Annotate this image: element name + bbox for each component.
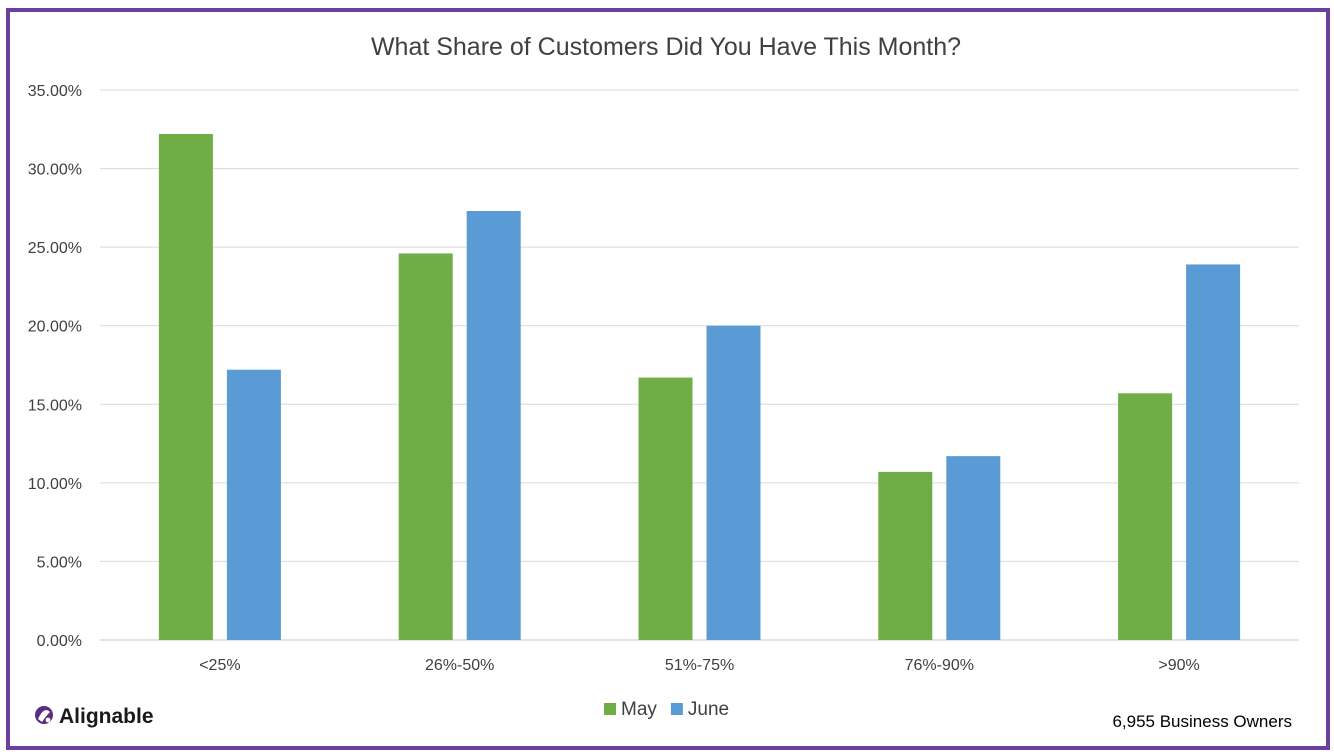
y-tick-label: 5.00%: [37, 554, 82, 571]
x-tick-label: 76%-90%: [905, 657, 974, 674]
bar-june: [946, 456, 1001, 640]
bar-may: [158, 134, 213, 640]
bar-june: [226, 369, 281, 640]
bar-may: [398, 253, 453, 640]
bar-june: [706, 325, 761, 640]
gridlines: [100, 89, 1299, 641]
x-tick-label: <25%: [199, 657, 240, 674]
chart-title: What Share of Customers Did You Have Thi…: [371, 33, 961, 61]
y-tick-label: 35.00%: [28, 83, 82, 100]
legend-swatch: [604, 703, 616, 715]
y-axis-ticks: 0.00% 5.00% 10.00% 15.00% 20.00% 25.00% 30.00%…: [28, 83, 82, 650]
legend: May June: [604, 699, 729, 720]
alignable-logo: Alignable: [35, 705, 154, 728]
bar-june: [1186, 264, 1241, 640]
y-tick-label: 25.00%: [28, 240, 82, 257]
y-tick-label: 10.00%: [28, 476, 82, 493]
bar-may: [638, 377, 693, 640]
legend-label: June: [688, 699, 729, 720]
y-tick-label: 15.00%: [28, 397, 82, 414]
legend-label: May: [621, 699, 657, 720]
x-tick-label: 51%-75%: [665, 657, 734, 674]
y-tick-label: 0.00%: [37, 633, 82, 650]
bars: [158, 134, 1241, 640]
y-tick-label: 30.00%: [28, 162, 82, 179]
bar-june: [466, 211, 521, 640]
bar-may: [878, 471, 933, 640]
alignable-logo-text: Alignable: [59, 705, 154, 728]
y-tick-label: 20.00%: [28, 319, 82, 336]
x-tick-label: >90%: [1158, 657, 1199, 674]
x-tick-label: 26%-50%: [425, 657, 494, 674]
x-axis-ticks: <25% 26%-50% 51%-75% 76%-90% >90%: [199, 657, 1200, 674]
bar-may: [1118, 393, 1173, 640]
alignable-logo-icon: [35, 706, 53, 724]
legend-swatch: [670, 703, 683, 715]
sample-size-note: 6,955 Business Owners: [1112, 712, 1292, 731]
